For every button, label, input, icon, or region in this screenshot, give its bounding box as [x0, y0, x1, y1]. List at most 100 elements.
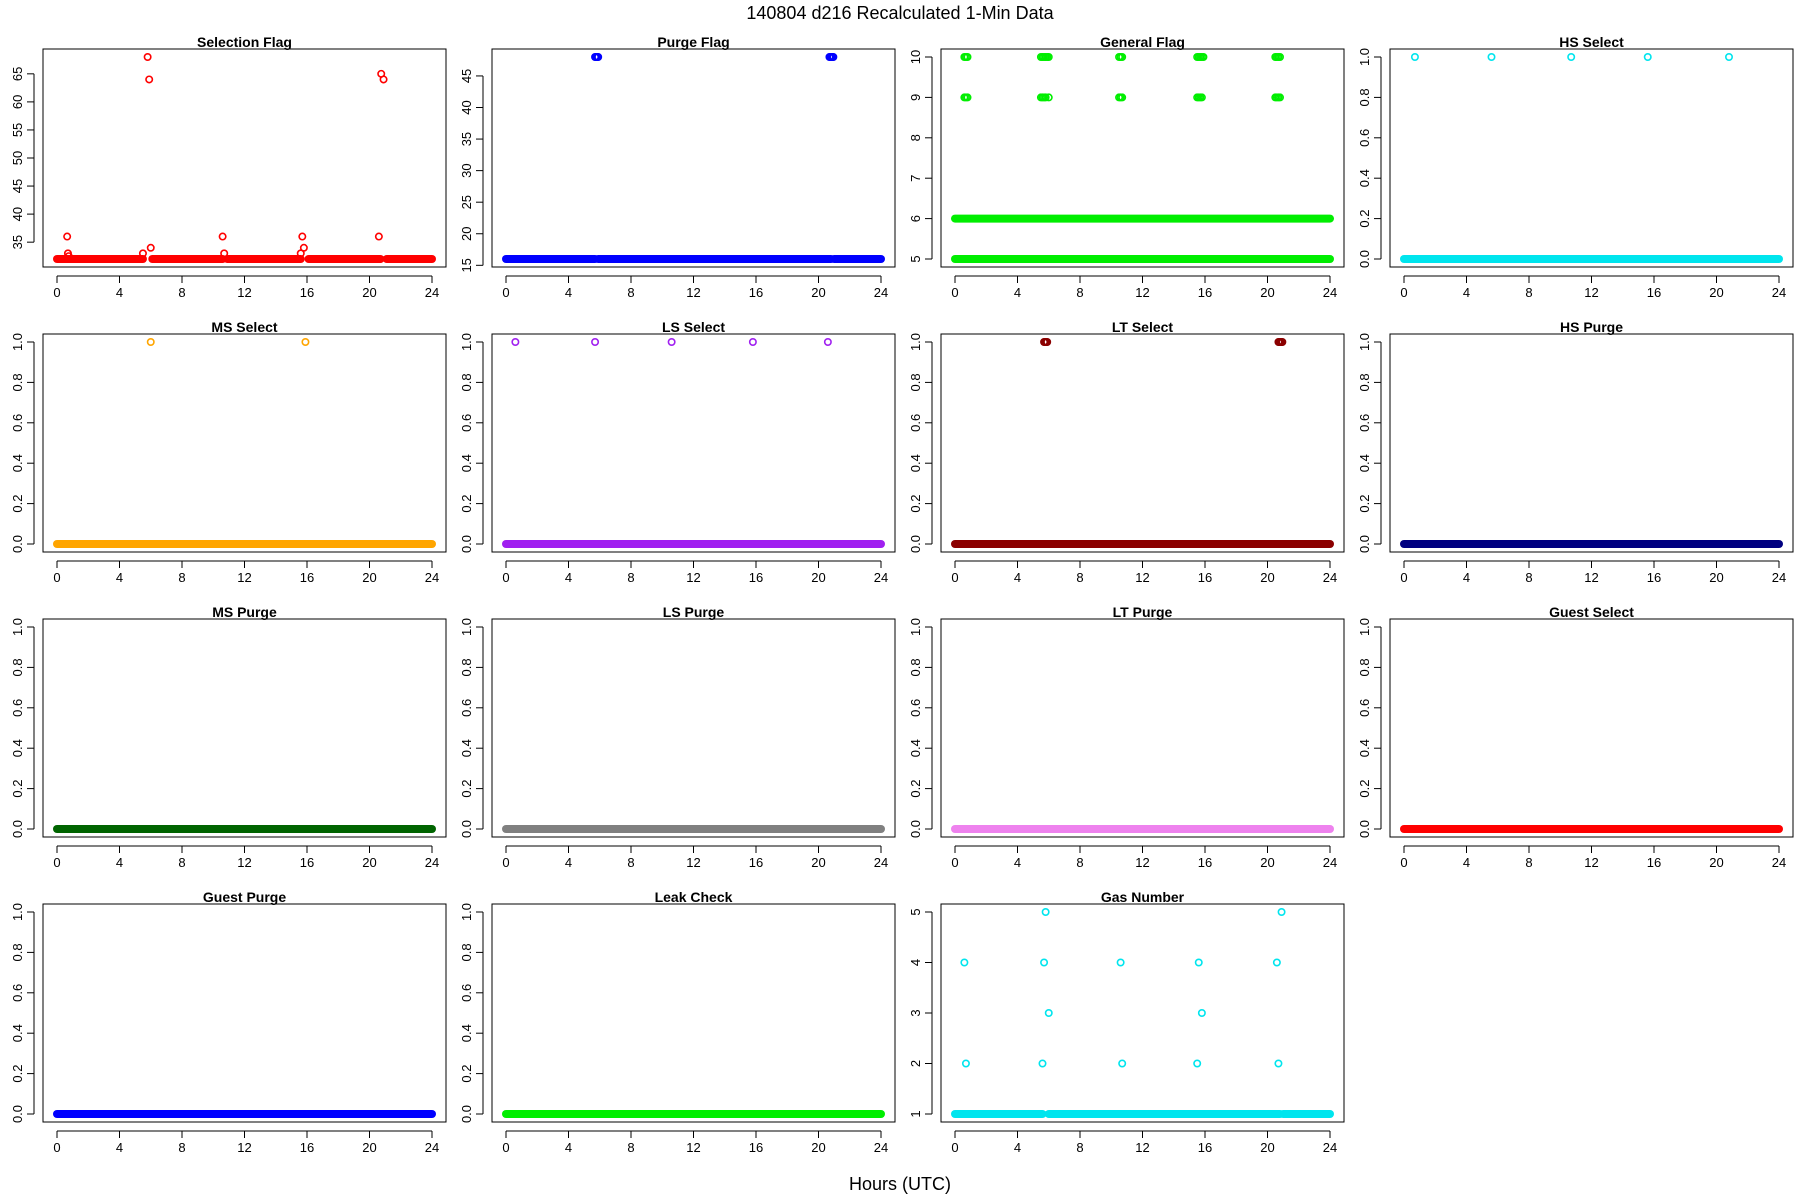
- x-tick-label: 20: [1260, 1140, 1274, 1155]
- y-tick-label: 0.2: [459, 780, 474, 798]
- y-tick-label: 0.4: [459, 739, 474, 757]
- data-point: [963, 93, 972, 102]
- y-tick-label: 0.8: [10, 943, 25, 961]
- y-tick-label: 0.2: [1357, 210, 1372, 228]
- x-tick-label: 12: [686, 1140, 700, 1155]
- data-point: [823, 337, 832, 346]
- data-point: [1725, 52, 1734, 61]
- data-point: [1197, 93, 1206, 102]
- y-tick-label: 0.4: [10, 739, 25, 757]
- x-axis: 0 4 8 12 16 20 24: [502, 1130, 888, 1155]
- y-tick-label: 0.2: [459, 495, 474, 513]
- x-axis: 0 4 8 12 16 20 24: [951, 845, 1337, 870]
- x-tick-label: 4: [565, 285, 572, 300]
- y-tick-label: 5: [908, 255, 923, 262]
- y-tick-label: 0.2: [10, 1065, 25, 1083]
- data-point: [1487, 52, 1496, 61]
- y-tick-label: 0.4: [1357, 739, 1372, 757]
- panel-ms-purge: MS Purge 0 4 8 12 16 20 24 0.0 0.2 0.4 0.6 0.8 1.0: [10, 604, 447, 870]
- x-tick-label: 8: [1076, 570, 1083, 585]
- panel-title: Leak Check: [655, 889, 733, 905]
- y-axis: 15 20 25 30 35 40 45: [459, 69, 484, 273]
- y-tick-label: 0.4: [1357, 454, 1372, 472]
- y-tick-label: 0.8: [908, 373, 923, 391]
- data-point: [1194, 958, 1203, 967]
- x-tick-label: 16: [749, 285, 763, 300]
- y-tick-label: 0.4: [459, 454, 474, 472]
- x-tick-label: 0: [951, 570, 958, 585]
- x-tick-label: 16: [1647, 855, 1661, 870]
- data-point: [1274, 1059, 1283, 1068]
- data-point: [63, 232, 72, 241]
- data-point: [1118, 52, 1127, 61]
- x-tick-label: 4: [565, 1140, 572, 1155]
- y-tick-label: 6: [908, 215, 923, 222]
- data-point: [1116, 958, 1125, 967]
- x-tick-label: 16: [1198, 570, 1212, 585]
- y-tick-label: 0.6: [908, 699, 923, 717]
- x-axis: 0 4 8 12 16 20 24: [53, 845, 439, 870]
- panel-hs-select: HS Select 0 4 8 12 16 20 24 0.0 0.2 0.4 0.6 0.8 1.0: [1357, 34, 1794, 300]
- x-tick-label: 24: [874, 570, 888, 585]
- data-point: [591, 337, 600, 346]
- x-tick-label: 12: [1135, 855, 1149, 870]
- x-tick-label: 4: [116, 855, 123, 870]
- y-tick-label: 0.0: [459, 1105, 474, 1123]
- panel-ls-select: LS Select 0 4 8 12 16 20 24 0.0 0.2 0.4 0.6 0.8 1.0: [459, 319, 896, 585]
- x-tick-label: 12: [1584, 570, 1598, 585]
- data-point: [218, 232, 227, 241]
- y-tick-label: 1.0: [459, 618, 474, 636]
- x-tick-label: 0: [951, 855, 958, 870]
- x-axis: 0 4 8 12 16 20 24: [1400, 275, 1786, 300]
- y-tick-label: 0.4: [10, 454, 25, 472]
- panel-lt-select: LT Select 0 4 8 12 16 20 24 0.0 0.2 0.4 0.6 0.8 1.0: [908, 319, 1345, 585]
- y-axis: 0.0 0.2 0.4 0.6 0.8 1.0: [459, 618, 484, 838]
- data-points: [1040, 337, 1287, 346]
- panel-title: General Flag: [1100, 34, 1185, 50]
- data-point: [1040, 958, 1049, 967]
- x-tick-label: 0: [1400, 285, 1407, 300]
- y-tick-label: 0.6: [459, 414, 474, 432]
- x-tick-label: 8: [627, 570, 634, 585]
- panel-selection-flag: Selection Flag 0 4 8 12 16 20 24 35 40 45 50 55 60 65: [10, 34, 447, 300]
- y-tick-label: 0.8: [459, 373, 474, 391]
- y-axis: 35 40 45 50 55 60 65: [10, 67, 35, 249]
- data-point: [1277, 907, 1286, 916]
- x-tick-label: 4: [116, 285, 123, 300]
- x-tick-label: 8: [1076, 1140, 1083, 1155]
- x-axis: 0 4 8 12 16 20 24: [53, 275, 439, 300]
- y-tick-label: 0.6: [10, 414, 25, 432]
- y-tick-label: 1.0: [1357, 618, 1372, 636]
- x-tick-label: 4: [1014, 855, 1021, 870]
- x-tick-label: 0: [1400, 570, 1407, 585]
- x-tick-label: 4: [116, 1140, 123, 1155]
- x-tick-label: 16: [1198, 855, 1212, 870]
- y-tick-label: 10: [908, 50, 923, 64]
- x-axis: 0 4 8 12 16 20 24: [502, 560, 888, 585]
- data-points: [146, 337, 310, 346]
- y-tick-label: 1.0: [459, 903, 474, 921]
- x-tick-label: 12: [237, 570, 251, 585]
- panel-ms-select: MS Select 0 4 8 12 16 20 24 0.0 0.2 0.4 0.6 0.8 1.0: [10, 319, 447, 585]
- x-tick-label: 24: [1323, 285, 1337, 300]
- y-axis: 0.0 0.2 0.4 0.6 0.8 1.0: [10, 618, 35, 838]
- x-tick-label: 20: [362, 570, 376, 585]
- x-tick-label: 12: [237, 285, 251, 300]
- x-tick-label: 0: [951, 1140, 958, 1155]
- data-point: [1044, 93, 1053, 102]
- data-point: [1567, 52, 1576, 61]
- y-tick-label: 0.8: [908, 658, 923, 676]
- data-point: [1278, 337, 1287, 346]
- panel-ls-purge: LS Purge 0 4 8 12 16 20 24 0.0 0.2 0.4 0.6 0.8 1.0: [459, 604, 896, 870]
- y-tick-label: 0.2: [459, 1065, 474, 1083]
- y-axis: 0.0 0.2 0.4 0.6 0.8 1.0: [1357, 48, 1382, 268]
- y-tick-label: 0.6: [908, 414, 923, 432]
- x-axis: 0 4 8 12 16 20 24: [951, 560, 1337, 585]
- y-tick-label: 2: [908, 1060, 923, 1067]
- data-points: [960, 907, 1286, 1068]
- x-tick-label: 12: [237, 1140, 251, 1155]
- y-axis: 5 6 7 8 9 10: [908, 50, 933, 263]
- data-point: [960, 958, 969, 967]
- y-tick-label: 0.8: [459, 658, 474, 676]
